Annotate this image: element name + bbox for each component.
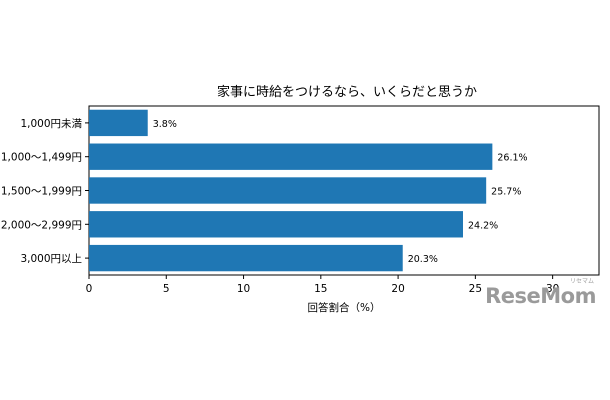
- category-labels-group: 1,000円未満 1,000～1,499円 1,500～1,999円 2,000～2,…: [1, 118, 89, 265]
- x-tick-label-6: 30: [546, 283, 559, 295]
- x-axis-label: 回答割合（%）: [308, 301, 381, 314]
- bar-1: [89, 143, 493, 170]
- x-ticks-group: 0 5 10 15 20 25 30: [86, 275, 559, 295]
- category-label-4: 3,000円以上: [20, 253, 82, 265]
- category-label-1: 1,000～1,499円: [1, 152, 82, 164]
- x-tick-label-0: 0: [86, 283, 93, 295]
- value-label-1: 26.1%: [497, 153, 527, 164]
- chart-title: 家事に時給をつけるなら、いくらだと思うか: [217, 84, 477, 100]
- bar-0: [89, 109, 148, 137]
- watermark-ruby: リセマム: [569, 278, 594, 285]
- value-labels-group: 3.8% 26.1% 25.7% 24.2% 20.3%: [153, 119, 528, 265]
- category-label-3: 2,000～2,999円: [1, 219, 82, 231]
- value-label-3: 24.2%: [468, 220, 498, 231]
- category-label-0: 1,000円未満: [20, 118, 82, 130]
- category-label-2: 1,500～1,999円: [1, 186, 82, 198]
- value-label-0: 3.8%: [153, 119, 177, 130]
- bar-3: [89, 211, 463, 238]
- x-tick-label-3: 15: [314, 283, 327, 295]
- x-tick-label-2: 10: [237, 283, 250, 295]
- value-label-2: 25.7%: [491, 187, 521, 198]
- bar-2: [89, 177, 487, 204]
- bars-group: [89, 109, 493, 272]
- x-tick-label-5: 25: [469, 283, 482, 295]
- watermark-logo: ReseMom: [485, 284, 596, 308]
- x-tick-label-4: 20: [391, 283, 404, 295]
- bar-4: [89, 244, 403, 272]
- value-label-4: 20.3%: [408, 254, 438, 265]
- x-tick-label-1: 5: [163, 283, 170, 295]
